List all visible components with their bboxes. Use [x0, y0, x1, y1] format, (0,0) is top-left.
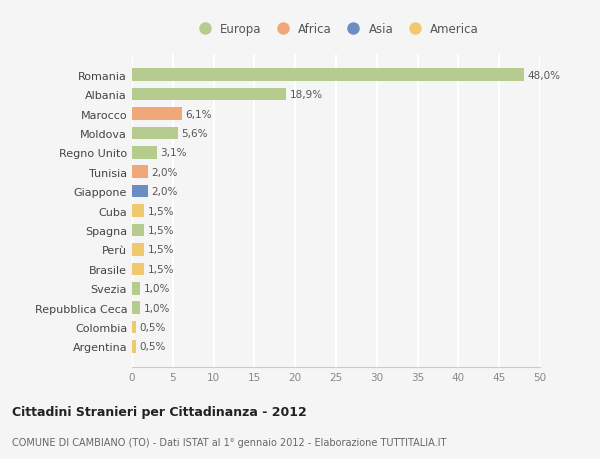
Text: 2,0%: 2,0% — [152, 187, 178, 197]
Text: Cittadini Stranieri per Cittadinanza - 2012: Cittadini Stranieri per Cittadinanza - 2… — [12, 405, 307, 419]
Bar — [132, 69, 524, 82]
Text: 1,5%: 1,5% — [148, 206, 174, 216]
Text: 1,5%: 1,5% — [148, 245, 174, 255]
Bar — [132, 321, 136, 334]
Text: 1,0%: 1,0% — [143, 303, 170, 313]
Text: 1,5%: 1,5% — [148, 225, 174, 235]
Bar — [132, 166, 148, 179]
Bar — [132, 341, 136, 353]
Bar — [132, 302, 140, 314]
Bar — [132, 205, 144, 218]
Bar — [132, 127, 178, 140]
Text: COMUNE DI CAMBIANO (TO) - Dati ISTAT al 1° gennaio 2012 - Elaborazione TUTTITALI: COMUNE DI CAMBIANO (TO) - Dati ISTAT al … — [12, 437, 446, 447]
Bar — [132, 89, 286, 101]
Bar — [132, 263, 144, 275]
Text: 1,5%: 1,5% — [148, 264, 174, 274]
Text: 18,9%: 18,9% — [289, 90, 323, 100]
Bar — [132, 224, 144, 237]
Text: 1,0%: 1,0% — [143, 284, 170, 294]
Bar — [132, 147, 157, 159]
Bar — [132, 108, 182, 121]
Text: 0,5%: 0,5% — [139, 342, 166, 352]
Text: 3,1%: 3,1% — [161, 148, 187, 158]
Bar — [132, 185, 148, 198]
Text: 5,6%: 5,6% — [181, 129, 208, 139]
Text: 0,5%: 0,5% — [139, 322, 166, 332]
Bar — [132, 244, 144, 256]
Bar — [132, 282, 140, 295]
Text: 48,0%: 48,0% — [527, 71, 560, 80]
Text: 2,0%: 2,0% — [152, 168, 178, 177]
Text: 6,1%: 6,1% — [185, 109, 212, 119]
Legend: Europa, Africa, Asia, America: Europa, Africa, Asia, America — [191, 20, 481, 38]
